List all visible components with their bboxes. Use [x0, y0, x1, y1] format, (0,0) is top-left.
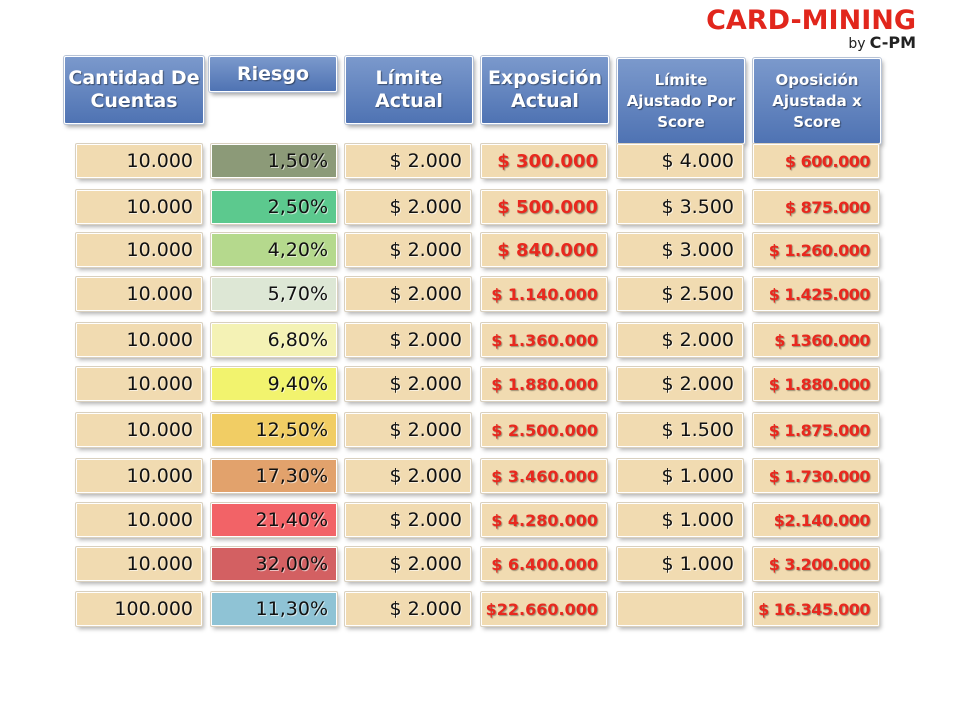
- cell-exposicion-actual: $ 2.500.000: [481, 413, 607, 447]
- cell-limite-ajustado: $ 2.000: [617, 323, 743, 357]
- cell-cantidad: 10.000: [76, 233, 202, 267]
- cell-exposicion-actual: $ 1.140.000: [481, 277, 607, 311]
- cell-cantidad: 10.000: [76, 190, 202, 224]
- cell-exposicion-actual: $ 300.000: [481, 144, 607, 178]
- cell-oposicion-ajustada: $2.140.000: [753, 503, 879, 537]
- cell-riesgo: 17,30%: [211, 459, 337, 493]
- logo-byline: by C-PM: [706, 34, 916, 53]
- cell-cantidad: 10.000: [76, 413, 202, 447]
- cell-oposicion-ajustada: $ 1.260.000: [753, 233, 879, 267]
- cell-riesgo: 6,80%: [211, 323, 337, 357]
- cell-riesgo: 2,50%: [211, 190, 337, 224]
- header-cantidad: Cantidad De Cuentas: [64, 56, 204, 124]
- cell-exposicion-actual: $ 500.000: [481, 190, 607, 224]
- cell-riesgo: 4,20%: [211, 233, 337, 267]
- cell-cantidad: 10.000: [76, 323, 202, 357]
- cell-exposicion-actual: $ 3.460.000: [481, 459, 607, 493]
- cell-limite-ajustado: $ 1.000: [617, 503, 743, 537]
- header-limite-actual: Límite Actual: [345, 56, 473, 124]
- cell-exposicion-actual: $22.660.000: [481, 592, 607, 626]
- cell-limite-actual: $ 2.000: [345, 277, 471, 311]
- cell-oposicion-ajustada: $ 1.880.000: [753, 367, 879, 401]
- cell-limite-ajustado: $ 3.000: [617, 233, 743, 267]
- card-mining-logo: CARD-MINING by C-PM: [706, 6, 916, 53]
- cell-cantidad: 10.000: [76, 503, 202, 537]
- cell-limite-ajustado: $ 4.000: [617, 144, 743, 178]
- cell-oposicion-ajustada: $ 3.200.000: [753, 547, 879, 581]
- cell-exposicion-actual: $ 840.000: [481, 233, 607, 267]
- logo-by: by: [848, 36, 866, 52]
- cell-oposicion-ajustada: $ 875.000: [753, 190, 879, 224]
- cell-limite-actual: $ 2.000: [345, 503, 471, 537]
- cell-oposicion-ajustada: $ 1.425.000: [753, 277, 879, 311]
- cell-limite-ajustado: $ 1.000: [617, 459, 743, 493]
- cell-riesgo: 21,40%: [211, 503, 337, 537]
- cell-oposicion-ajustada: $ 1.875.000: [753, 413, 879, 447]
- cell-cantidad: 10.000: [76, 144, 202, 178]
- cell-oposicion-ajustada: $ 1.730.000: [753, 459, 879, 493]
- cell-limite-ajustado: [617, 592, 743, 626]
- logo-company: C-PM: [869, 33, 916, 52]
- cell-cantidad: 10.000: [76, 277, 202, 311]
- cell-limite-actual: $ 2.000: [345, 459, 471, 493]
- header-oposicion-ajustada: Oposición Ajustada x Score: [753, 58, 881, 144]
- cell-cantidad: 100.000: [76, 592, 202, 626]
- header-exposicion-actual: Exposición Actual: [481, 56, 609, 124]
- cell-limite-ajustado: $ 3.500: [617, 190, 743, 224]
- cell-oposicion-ajustada: $ 1360.000: [753, 323, 879, 357]
- cell-limite-actual: $ 2.000: [345, 233, 471, 267]
- cell-limite-actual: $ 2.000: [345, 323, 471, 357]
- cell-exposicion-actual: $ 6.400.000: [481, 547, 607, 581]
- cell-limite-ajustado: $ 2.000: [617, 367, 743, 401]
- cell-riesgo: 5,70%: [211, 277, 337, 311]
- cell-limite-ajustado: $ 1.000: [617, 547, 743, 581]
- cell-riesgo: 9,40%: [211, 367, 337, 401]
- cell-limite-actual: $ 2.000: [345, 547, 471, 581]
- cell-oposicion-ajustada: $ 16.345.000: [753, 592, 879, 626]
- cell-cantidad: 10.000: [76, 547, 202, 581]
- cell-limite-actual: $ 2.000: [345, 144, 471, 178]
- cell-oposicion-ajustada: $ 600.000: [753, 144, 879, 178]
- cell-exposicion-actual: $ 1.360.000: [481, 323, 607, 357]
- cell-limite-ajustado: $ 2.500: [617, 277, 743, 311]
- cell-limite-actual: $ 2.000: [345, 367, 471, 401]
- cell-exposicion-actual: $ 4.280.000: [481, 503, 607, 537]
- cell-limite-actual: $ 2.000: [345, 190, 471, 224]
- cell-cantidad: 10.000: [76, 459, 202, 493]
- cell-limite-actual: $ 2.000: [345, 413, 471, 447]
- cell-riesgo: 32,00%: [211, 547, 337, 581]
- header-limite-ajustado: Límite Ajustado Por Score: [617, 58, 745, 144]
- cell-riesgo: 1,50%: [211, 144, 337, 178]
- cell-cantidad: 10.000: [76, 367, 202, 401]
- header-riesgo: Riesgo: [209, 56, 337, 92]
- cell-riesgo: 12,50%: [211, 413, 337, 447]
- cell-exposicion-actual: $ 1.880.000: [481, 367, 607, 401]
- cell-limite-ajustado: $ 1.500: [617, 413, 743, 447]
- cell-riesgo: 11,30%: [211, 592, 337, 626]
- cell-limite-actual: $ 2.000: [345, 592, 471, 626]
- logo-brand: CARD-MINING: [706, 5, 916, 36]
